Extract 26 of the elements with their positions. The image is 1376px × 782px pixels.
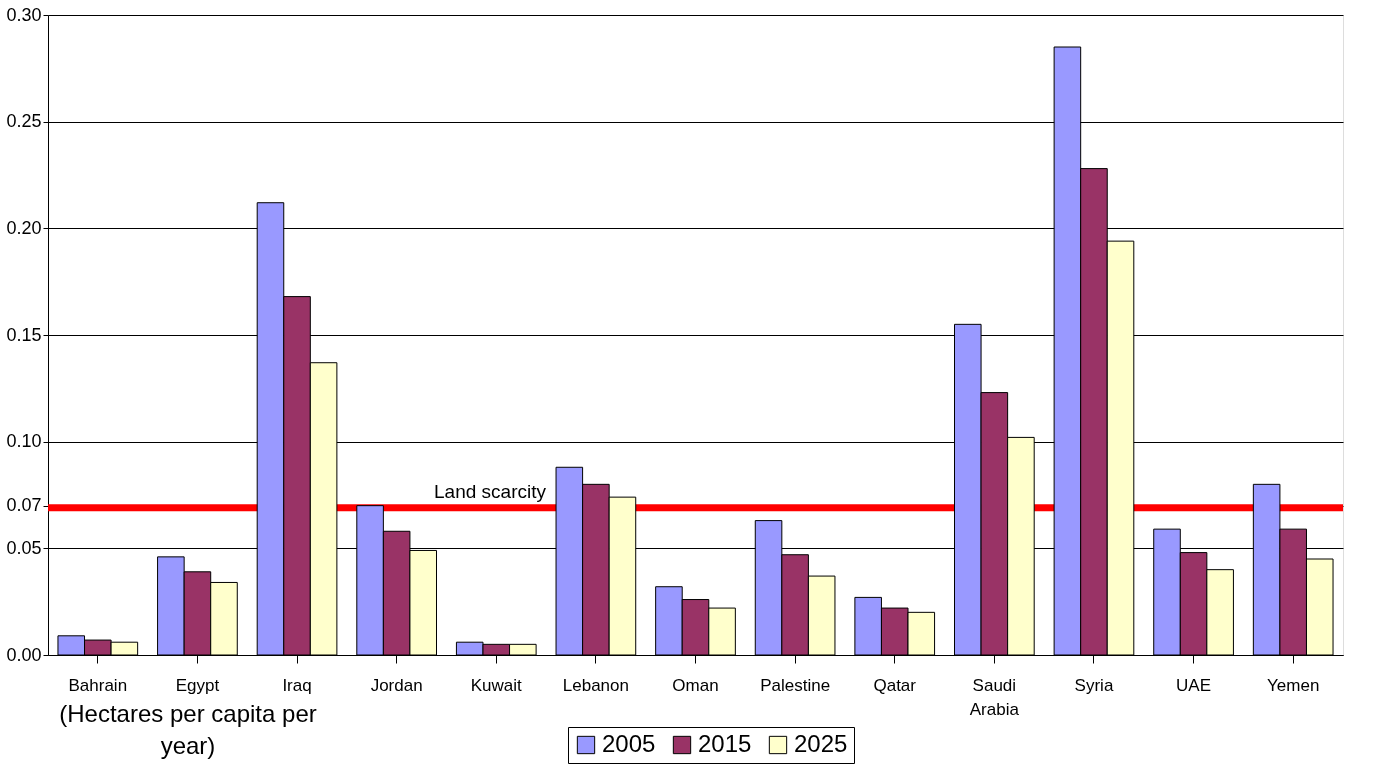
x-tick-label: Kuwait <box>470 675 523 695</box>
legend-label: 2015 <box>698 730 752 757</box>
legend-label: 2005 <box>602 730 656 757</box>
x-tick-label: Saudi Arabia <box>969 675 1020 719</box>
y-tick-label: 0.30 <box>6 4 42 25</box>
y-tick-label: 0.00 <box>6 644 42 665</box>
ref-line-label: Land scarcity <box>434 480 547 502</box>
x-tick-label: Bahrain <box>68 675 128 695</box>
x-tick-label: Egypt <box>175 675 220 695</box>
x-tick-label: Oman <box>672 675 719 695</box>
y-tick-label: 0.10 <box>6 431 42 452</box>
text: (Hectares per capita per year) <box>59 700 317 759</box>
x-tick-label: Syria <box>1074 675 1114 695</box>
y-tick-label: 0.05 <box>6 537 42 558</box>
y-tick-label: 0.20 <box>6 217 42 238</box>
x-tick-label: Jordan <box>370 675 423 695</box>
y-tick-label: 0.07 <box>6 495 42 516</box>
x-tick-label: Yemen <box>1267 675 1320 695</box>
legend-label: 2025 <box>794 730 848 757</box>
x-tick-label: Iraq <box>282 675 312 695</box>
y-tick-label: 0.25 <box>6 111 42 132</box>
x-tick-label: Palestine <box>760 675 831 695</box>
x-tick-label: Lebanon <box>562 675 629 695</box>
y-tick-label: 0.15 <box>6 324 42 345</box>
x-tick-label: Qatar <box>873 675 917 695</box>
x-tick-label: UAE <box>1176 675 1212 695</box>
